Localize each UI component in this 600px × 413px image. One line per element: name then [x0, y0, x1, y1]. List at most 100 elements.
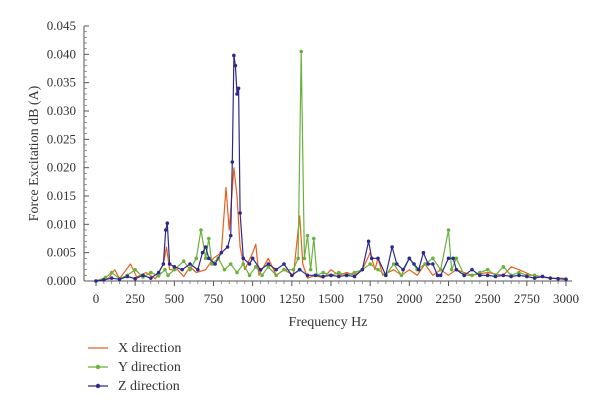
data-point [163, 228, 168, 232]
data-point [188, 267, 192, 272]
x-tick-label: 3000 [553, 291, 579, 306]
data-point [454, 256, 459, 261]
y-tick-label: 0.030 [47, 103, 76, 118]
data-point [470, 267, 474, 272]
data-point [235, 92, 239, 96]
data-point [109, 270, 114, 275]
data-point [313, 273, 318, 278]
data-point [399, 273, 404, 278]
data-point [308, 267, 313, 272]
legend-label: Z direction [118, 379, 180, 394]
data-point [296, 256, 300, 261]
data-point [203, 256, 208, 261]
data-point [167, 262, 172, 266]
data-point [517, 270, 521, 275]
x-tick-label: 1000 [240, 291, 266, 306]
data-point [250, 256, 255, 261]
data-point [525, 274, 529, 279]
y-tick-label: 0.020 [47, 160, 76, 175]
data-point [478, 270, 482, 275]
legend-label: X direction [118, 341, 181, 356]
data-point [156, 274, 161, 278]
data-point [395, 262, 399, 266]
data-point [133, 276, 137, 281]
data-point [290, 273, 294, 278]
data-point [384, 273, 388, 278]
x-tick-label: 0 [93, 291, 100, 306]
data-point [207, 256, 211, 261]
data-point [368, 262, 372, 266]
data-point [228, 233, 233, 238]
data-point [161, 262, 166, 266]
x-tick-label: 750 [204, 291, 224, 306]
data-point [230, 160, 235, 164]
series-z-direction [94, 53, 568, 283]
legend-label: Y direction [118, 360, 181, 375]
legend-item: Z direction [88, 379, 180, 394]
data-point [401, 267, 405, 272]
data-point [344, 273, 349, 278]
data-point [188, 262, 192, 266]
data-point [352, 274, 357, 279]
data-point [390, 245, 394, 249]
data-point [125, 274, 130, 279]
data-point [291, 267, 296, 272]
data-point [509, 274, 513, 279]
data-point [149, 276, 153, 280]
chart-series [94, 49, 568, 283]
y-axis-label: Force Excitation dB (A) [27, 85, 42, 221]
data-point [274, 267, 278, 272]
y-tick-label: 0.015 [47, 188, 76, 203]
data-point [117, 277, 122, 282]
data-point [149, 270, 153, 275]
data-point [305, 233, 310, 238]
data-point [501, 273, 506, 278]
data-point [431, 256, 435, 261]
data-point [102, 278, 106, 282]
data-point [501, 265, 506, 269]
data-point [421, 250, 426, 255]
data-point [470, 273, 474, 278]
data-point [199, 228, 203, 232]
data-point [172, 267, 177, 272]
data-point [431, 262, 435, 266]
data-point [180, 267, 184, 272]
data-point [337, 270, 341, 275]
data-point [247, 262, 252, 266]
data-point [141, 273, 145, 278]
data-point [540, 274, 545, 279]
data-point [532, 276, 537, 280]
data-point [196, 267, 200, 272]
data-point [233, 63, 238, 68]
data-point [203, 245, 208, 249]
data-point [329, 273, 333, 278]
data-point [165, 221, 170, 225]
data-point [241, 262, 246, 266]
data-point [194, 256, 199, 261]
data-point [299, 49, 304, 54]
data-point [166, 273, 170, 278]
y-tick-label: 0.000 [47, 273, 76, 288]
x-tick-label: 2000 [396, 291, 422, 306]
x-tick-label: 500 [165, 291, 185, 306]
data-point [564, 277, 568, 282]
data-point [426, 262, 430, 266]
legend-item: X direction [88, 341, 181, 356]
data-point [391, 262, 396, 266]
data-point [274, 273, 278, 278]
data-point [454, 267, 459, 272]
data-point [485, 273, 490, 278]
y-tick-label: 0.040 [47, 46, 76, 61]
data-point [297, 267, 302, 272]
legend-marker [95, 364, 101, 370]
data-point [241, 256, 246, 261]
data-point [548, 276, 553, 280]
x-tick-label: 2750 [514, 291, 540, 306]
data-point [258, 267, 263, 272]
data-point [210, 262, 214, 266]
data-point [462, 273, 466, 278]
data-point [352, 270, 357, 275]
y-tick-label: 0.045 [47, 18, 76, 33]
y-tick-label: 0.010 [47, 216, 76, 231]
